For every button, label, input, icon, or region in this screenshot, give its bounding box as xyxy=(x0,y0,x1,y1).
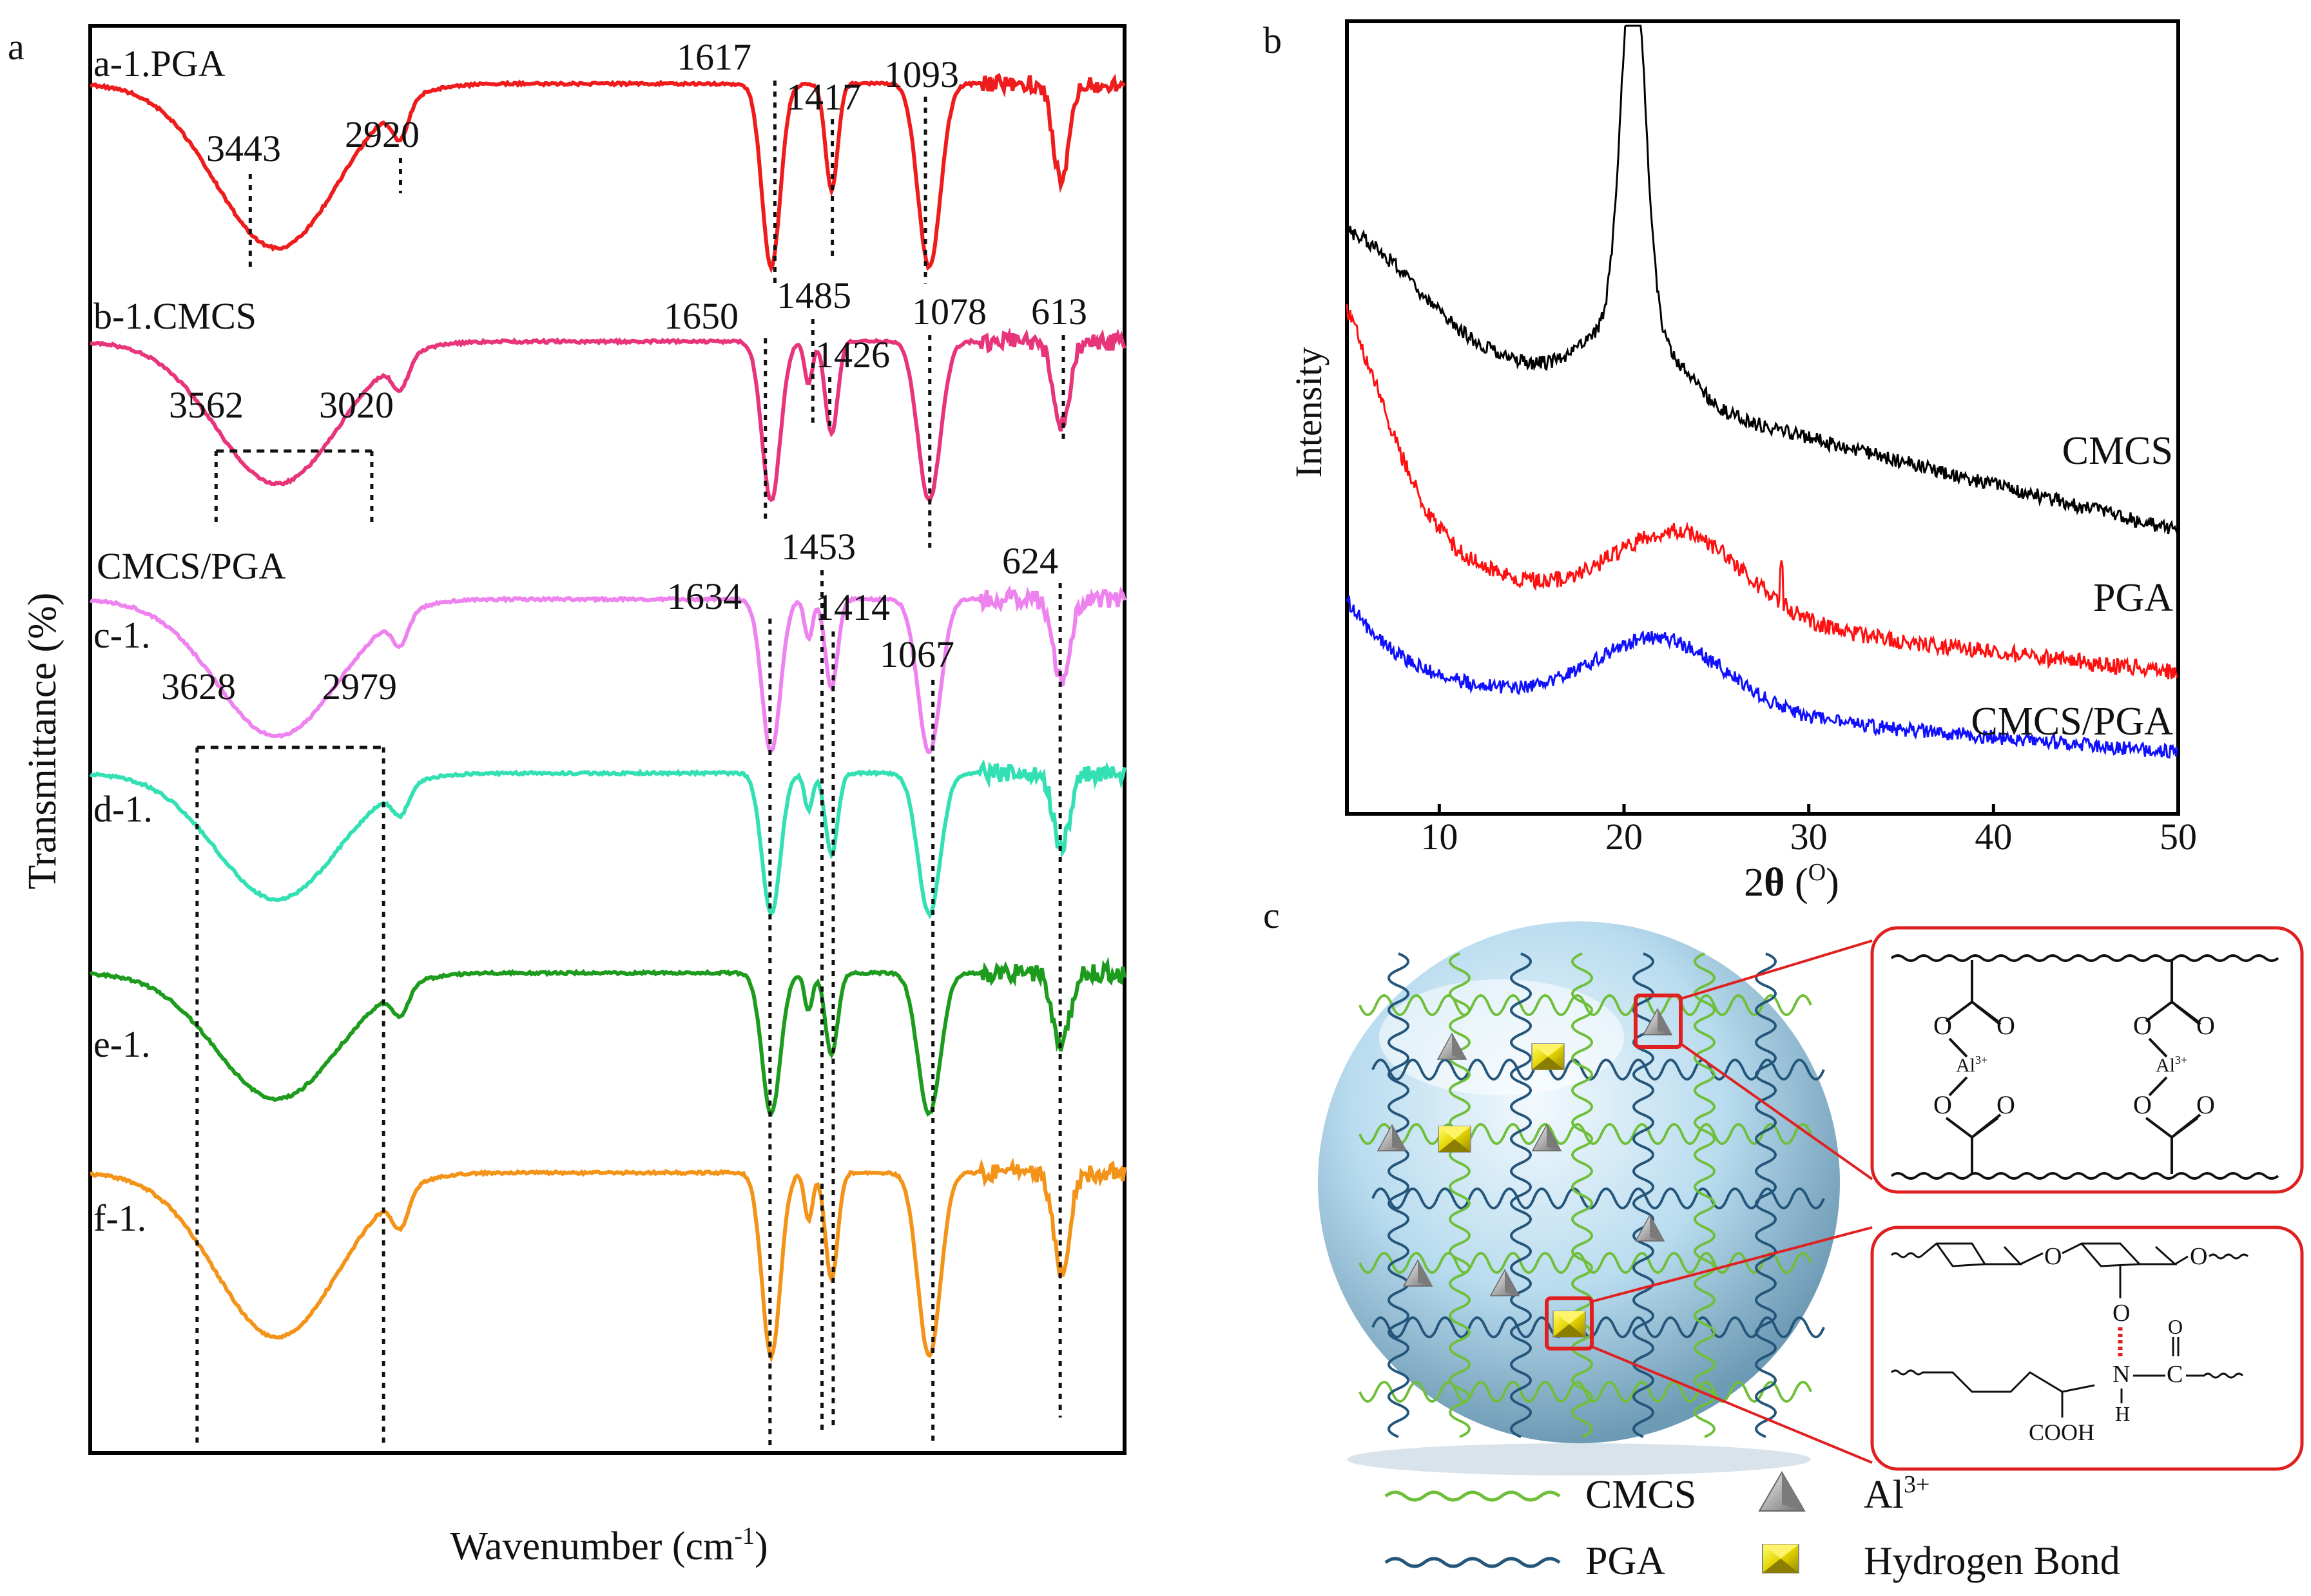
ftir-y-axis-label: Transmittance (%) xyxy=(21,593,64,890)
peak-label-1093: 1093 xyxy=(884,53,959,95)
ftir-series-line xyxy=(90,1164,1125,1358)
ftir-series-line xyxy=(90,764,1125,915)
xrd-series-line xyxy=(1347,26,2177,534)
inset-hydrogen-bond: O O O N H COOH C O xyxy=(1872,1227,2302,1469)
svg-text:O: O xyxy=(2044,1243,2062,1270)
series-label-e1: e-1. xyxy=(93,1023,151,1065)
peak-label-2979: 2979 xyxy=(322,666,397,707)
svg-text:COOH: COOH xyxy=(2029,1419,2094,1445)
xrd-label-cmcs-pga: CMCS/PGA xyxy=(1971,700,2173,744)
legend-cmcs-wave xyxy=(1386,1492,1560,1500)
svg-text:H: H xyxy=(2115,1402,2130,1425)
peak-label-3443: 3443 xyxy=(206,128,281,169)
svg-text:O: O xyxy=(2190,1243,2207,1270)
svg-text:N: N xyxy=(2113,1361,2130,1388)
ftir-series-line xyxy=(90,75,1125,268)
inset-ion-coordination: O OAl3+O O O OAl3+O O xyxy=(1872,928,2302,1192)
peak-label-1650: 1650 xyxy=(664,295,739,337)
xrd-x-tick-label: 30 xyxy=(1790,816,1828,858)
svg-text:O: O xyxy=(2196,1011,2215,1040)
xrd-x-tick-label: 10 xyxy=(1420,816,1458,858)
peak-label-1485: 1485 xyxy=(777,274,851,316)
peak-label-1634: 1634 xyxy=(667,575,742,617)
peak-label-1414: 1414 xyxy=(815,586,890,628)
legend-pga-label: PGA xyxy=(1585,1539,1665,1583)
svg-text:O: O xyxy=(1933,1011,1952,1040)
svg-text:O: O xyxy=(2168,1315,2183,1338)
ftir-series-line xyxy=(90,333,1125,501)
sphere-shadow xyxy=(1347,1443,1811,1476)
hydrogen-bond-cube xyxy=(1438,1126,1471,1152)
peak-label-3628: 3628 xyxy=(161,666,236,707)
legend-hydrogen-bond-icon xyxy=(1763,1544,1799,1573)
ftir-plot-frame xyxy=(90,26,1125,1453)
xrd-plot-frame xyxy=(1347,21,2178,814)
xrd-x-tick-label: 50 xyxy=(2160,816,2197,858)
peak-label-1417: 1417 xyxy=(786,76,861,118)
peak-label-624: 624 xyxy=(1002,540,1058,582)
xrd-panel: b 10 20 30 40 50 CMCS PGA CMCS/PGA Intensity… xyxy=(1263,19,2197,905)
xrd-x-axis-label: 2θ (O) xyxy=(1744,859,1839,905)
svg-text:O: O xyxy=(2113,1300,2130,1327)
legend-al-label: Al3+ xyxy=(1864,1471,1929,1517)
svg-text:C: C xyxy=(2167,1361,2183,1388)
panel-letter-b: b xyxy=(1263,19,1282,61)
peak-label-3020: 3020 xyxy=(319,384,394,426)
figure: a a-1.PGA b-1.CMCS CMCS/PGA c-1. d-1. e-… xyxy=(0,0,2311,1596)
xrd-curves xyxy=(1347,26,2177,758)
xrd-x-tick-label: 40 xyxy=(1975,816,2012,858)
ftir-x-axis-label: Wavenumber (cm-1) xyxy=(450,1523,768,1568)
svg-text:O: O xyxy=(2133,1090,2152,1119)
group-label: CMCS/PGA xyxy=(97,545,285,587)
xrd-series-line xyxy=(1347,304,2177,679)
panel-letter-a: a xyxy=(8,26,24,68)
ftir-curves xyxy=(90,75,1125,1357)
legend-hydrogen-bond-label: Hydrogen Bond xyxy=(1864,1539,2120,1583)
peak-label-1067: 1067 xyxy=(880,633,954,675)
schematic-legend: CMCS PGA Al3+ Hydrogen Bond xyxy=(1386,1471,2120,1583)
svg-text:O: O xyxy=(2133,1011,2152,1040)
series-label-b1: b-1.CMCS xyxy=(93,295,256,337)
peak-label-1453: 1453 xyxy=(781,526,856,568)
peak-label-2920: 2920 xyxy=(345,113,420,155)
ftir-guide-lines xyxy=(197,81,1063,1450)
hydrogen-bond-cube xyxy=(1553,1311,1585,1337)
panel-letter-c: c xyxy=(1263,894,1280,936)
svg-text:O: O xyxy=(1933,1090,1952,1119)
peak-label-613: 613 xyxy=(1031,291,1087,332)
peak-label-1617: 1617 xyxy=(677,36,751,78)
legend-pga-wave xyxy=(1386,1559,1560,1566)
ftir-series-line xyxy=(90,964,1125,1113)
hydrogen-bond-cube xyxy=(1532,1044,1564,1070)
peak-label-3562: 3562 xyxy=(169,384,244,426)
ftir-panel: a a-1.PGA b-1.CMCS CMCS/PGA c-1. d-1. e-… xyxy=(8,26,1125,1568)
svg-text:O: O xyxy=(1997,1011,2015,1040)
xrd-label-pga: PGA xyxy=(2093,576,2173,620)
xrd-x-tick-label: 20 xyxy=(1605,816,1643,858)
series-label-c1: c-1. xyxy=(93,614,151,656)
series-label-f1: f-1. xyxy=(93,1197,146,1239)
series-label-a1: a-1.PGA xyxy=(93,43,226,84)
xrd-label-cmcs: CMCS xyxy=(2062,429,2173,473)
peak-label-1426: 1426 xyxy=(815,334,890,376)
series-label-d1: d-1. xyxy=(93,788,153,830)
legend-al-triangle-icon xyxy=(1759,1472,1804,1511)
legend-cmcs-label: CMCS xyxy=(1585,1473,1696,1517)
xrd-y-axis-label: Intensity xyxy=(1288,347,1330,478)
peak-label-1078: 1078 xyxy=(912,291,987,332)
ftir-series-line xyxy=(90,590,1125,752)
